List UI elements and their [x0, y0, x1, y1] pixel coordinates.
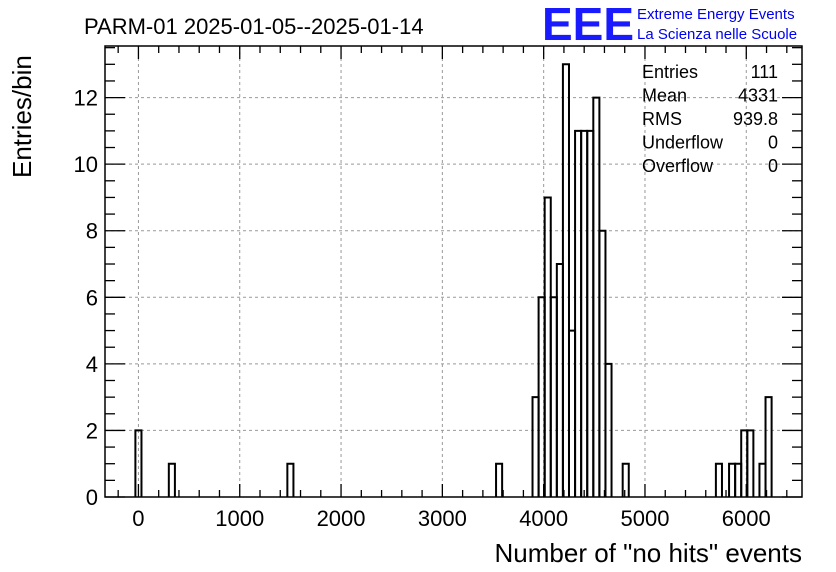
y-tick-label: 0: [86, 485, 98, 510]
stats-value: 0: [768, 156, 778, 176]
x-tick-label: 1000: [215, 506, 264, 531]
x-axis-label: Number of "no hits" events: [495, 538, 803, 568]
y-tick-label: 2: [86, 418, 98, 443]
axis-ticks: [105, 46, 802, 498]
grid-lines: [105, 46, 802, 497]
stats-value: 111: [751, 62, 778, 82]
x-tick-label: 2000: [317, 506, 366, 531]
y-tick-label: 8: [86, 219, 98, 244]
stats-label: Underflow: [642, 133, 724, 153]
plot-frame: [104, 45, 803, 498]
logo-line-1: Extreme Energy Events: [637, 6, 795, 23]
histogram-bin: [604, 362, 613, 497]
histogram-bins: [134, 63, 773, 497]
tick-labels: 0 1000 2000 3000 4000 5000 6000 0 2 4 6 8 10 12: [74, 86, 771, 531]
stats-box: Entries 111 Mean 4331 RMS 939.8 Underflow 0 Over…: [642, 62, 778, 176]
x-tick-label: 0: [132, 506, 144, 531]
y-tick-label: 6: [86, 285, 98, 310]
histogram-bin: [621, 462, 630, 497]
histogram-bin: [764, 396, 773, 497]
stats-label: Overflow: [642, 156, 714, 176]
stats-value: 4331: [738, 86, 778, 106]
histogram-bin: [495, 462, 504, 497]
chart-title: PARM-01 2025-01-05--2025-01-14: [84, 14, 424, 39]
x-tick-label: 5000: [620, 506, 669, 531]
histogram-bin: [134, 429, 143, 497]
y-axis-label: Entries/bin: [7, 55, 37, 178]
stats-value: 0: [768, 133, 778, 153]
histogram-bin: [714, 462, 723, 497]
x-tick-label: 6000: [722, 506, 771, 531]
histogram-bin: [746, 429, 755, 497]
histogram-bin: [286, 462, 295, 497]
histogram-bin: [167, 462, 176, 497]
x-tick-label: 4000: [519, 506, 568, 531]
x-tick-label: 3000: [418, 506, 467, 531]
stats-value: 939.8: [733, 109, 778, 129]
logo-letters: EEE: [542, 0, 634, 50]
logo-line-2: La Scienza nelle Scuole: [637, 26, 797, 43]
stats-label: Mean: [642, 86, 687, 106]
y-tick-label: 10: [74, 152, 98, 177]
stats-label: RMS: [642, 109, 682, 129]
y-tick-label: 4: [86, 352, 98, 377]
histogram-bin: [561, 63, 570, 497]
y-tick-label: 12: [74, 86, 98, 111]
stats-label: Entries: [642, 62, 698, 82]
eee-logo: EEE Extreme Energy Events La Scienza nel…: [542, 0, 797, 50]
